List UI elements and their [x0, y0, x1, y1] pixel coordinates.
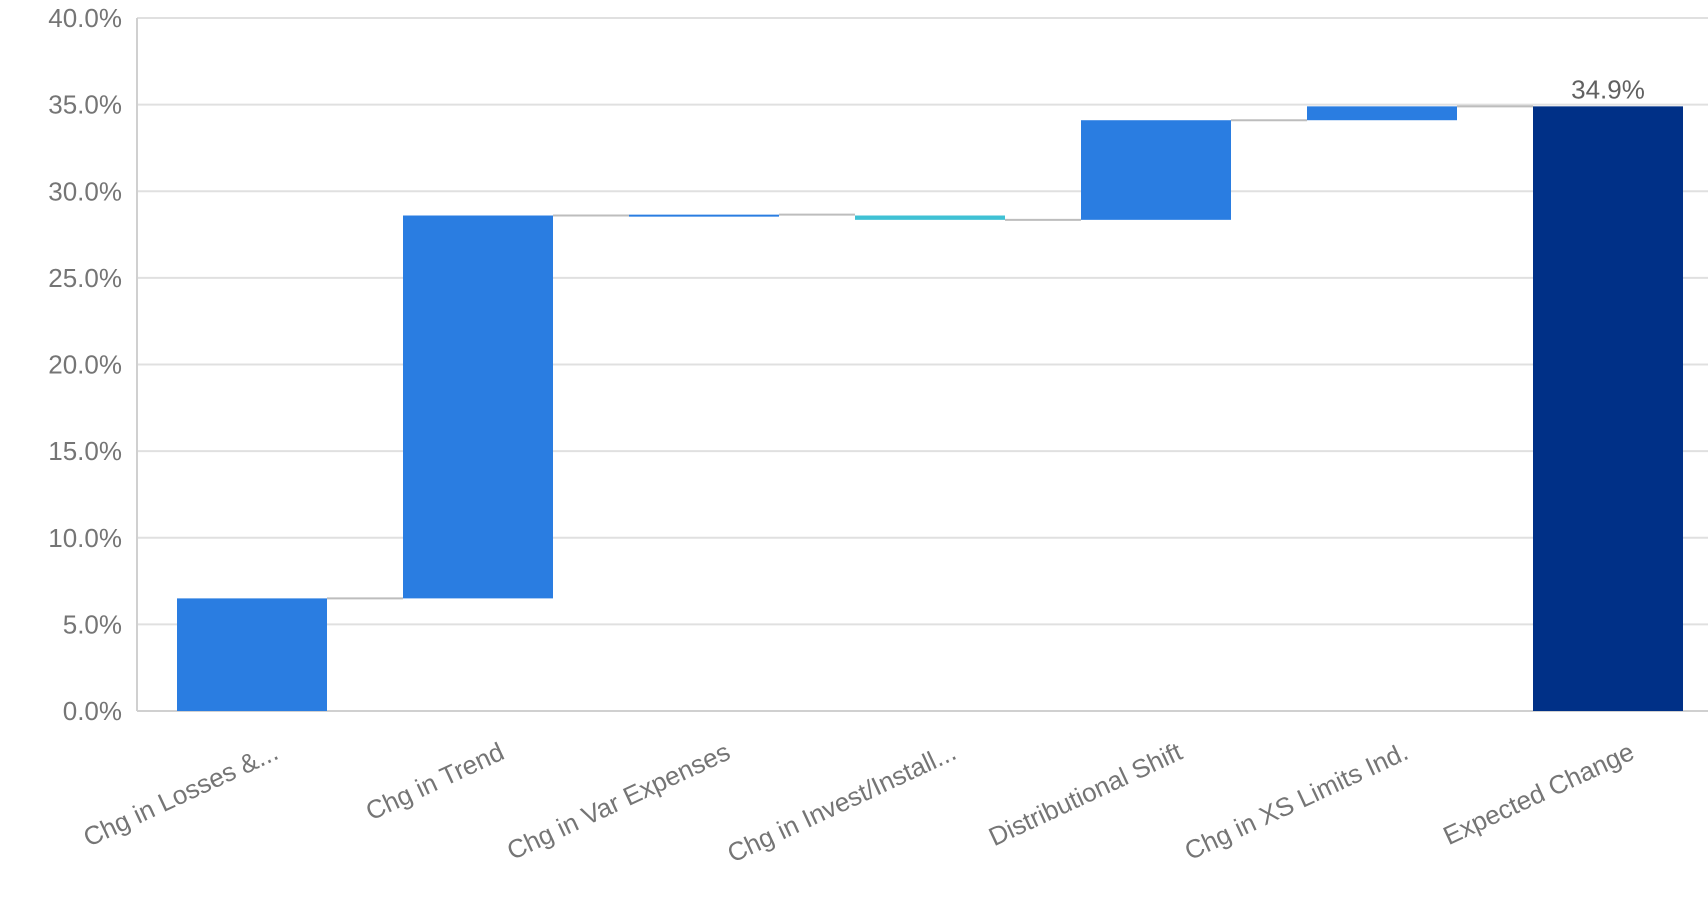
x-category-label: Expected Change: [1439, 736, 1639, 851]
y-tick-label: 30.0%: [48, 176, 122, 206]
y-tick-label: 10.0%: [48, 523, 122, 553]
bar-6: [1307, 106, 1457, 121]
x-category-label: Chg in Losses &...: [79, 736, 283, 852]
y-tick-label: 20.0%: [48, 350, 122, 380]
y-tick-label: 40.0%: [48, 3, 122, 33]
bar-3: [629, 214, 779, 217]
x-category-label: Chg in Invest/Install...: [723, 736, 961, 868]
bar-2: [403, 215, 553, 599]
gridlines: [136, 17, 1708, 712]
bar-4: [855, 215, 1005, 220]
x-category-label: Distributional Shift: [984, 736, 1187, 852]
x-category-label: Chg in XS Limits Ind.: [1180, 736, 1413, 866]
y-tick-label: 5.0%: [63, 609, 122, 639]
connector-lines: [327, 105, 1533, 600]
x-category-label: Chg in Var Expenses: [502, 736, 734, 866]
y-tick-label: 35.0%: [48, 90, 122, 120]
bars: [177, 106, 1683, 712]
data-labels: 34.9%: [1571, 74, 1645, 104]
y-tick-label: 15.0%: [48, 436, 122, 466]
x-category-label: Chg in Trend: [361, 736, 509, 826]
y-tick-label: 0.0%: [63, 696, 122, 726]
bar-7: [1533, 106, 1683, 712]
y-axis-tick-labels: 0.0% 5.0% 10.0% 15.0% 20.0% 25.0% 30.0% 35.0% 40…: [48, 3, 122, 726]
data-label: 34.9%: [1571, 74, 1645, 104]
y-tick-label: 25.0%: [48, 263, 122, 293]
bar-1: [177, 598, 327, 711]
bar-5: [1081, 120, 1231, 220]
